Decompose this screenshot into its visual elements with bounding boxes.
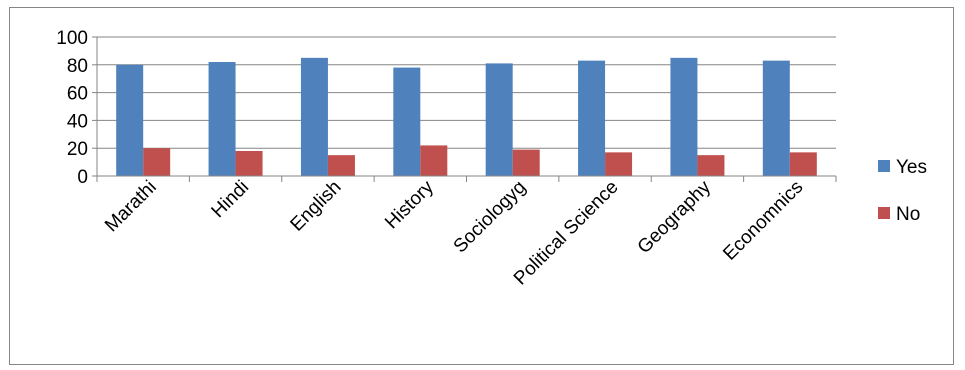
legend-label-yes: Yes [896,157,927,178]
gridlines [97,36,836,149]
legend: Yes No [878,157,927,225]
legend-swatch-yes [878,160,890,172]
bar-yes-1 [208,62,236,176]
x-tick-label: Hindi [208,177,253,222]
x-tick-label: History [381,176,438,233]
y-axis: 0 20 40 60 80 100 [56,28,98,188]
bar-no-1 [235,150,263,176]
bar-no-6 [697,155,725,176]
y-tick-label: 0 [77,167,88,188]
x-tick-label: Economnics [719,177,807,265]
bar-no-3 [420,145,448,176]
x-axis: Marathi Hindi English History SociologygPoli… [96,175,837,289]
bar-yes-4 [485,63,513,176]
bar-yes-6 [670,57,698,176]
y-tick-label: 20 [67,139,88,160]
x-tick-label: Geography [634,176,716,258]
legend-label-no: No [896,204,920,225]
x-tick-label: English [287,177,346,236]
y-tick-label: 100 [56,28,88,49]
bar-yes-7 [762,60,790,176]
bar-yes-5 [578,60,606,176]
y-tick-label: 60 [67,84,88,105]
legend-swatch-no [878,207,890,219]
x-tick-label: Sociologyg [450,177,531,258]
x-tick-label: Marathi [101,177,161,237]
bar-no-2 [327,155,355,176]
bar-yes-2 [300,57,328,176]
bar-no-4 [512,149,540,176]
y-tick-label: 80 [67,56,88,77]
bar-yes-0 [116,64,144,176]
chart-frame [9,7,954,365]
y-tick-label: 40 [67,111,88,132]
bars [116,57,817,176]
bar-yes-3 [393,67,421,176]
bar-no-5 [605,152,633,176]
bar-no-0 [143,148,171,176]
bar-no-7 [789,152,817,176]
